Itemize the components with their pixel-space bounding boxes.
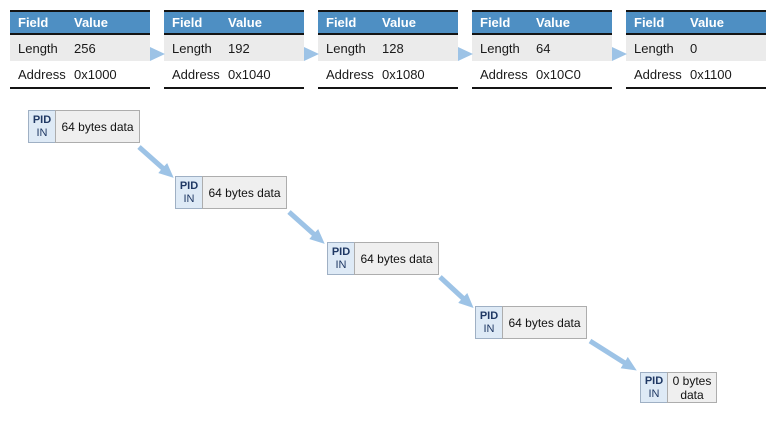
table-row-length: Length 128 — [318, 35, 458, 61]
usb-packet-4: PID IN 64 bytes data — [475, 306, 587, 339]
usb-packet-5: PID IN 0 bytes data — [640, 372, 717, 403]
payload-cell: 64 bytes data — [55, 110, 140, 143]
pid-label: PID — [331, 245, 351, 258]
table-row-length: Length 256 — [10, 35, 150, 61]
table-row-length: Length 64 — [472, 35, 612, 61]
descriptor-table-5: Field Value Length 0 Address 0x1100 — [626, 10, 766, 89]
row-label: Address — [172, 66, 220, 82]
field-column-header: Field — [326, 15, 357, 30]
token-label: IN — [183, 192, 195, 205]
payload-cell: 64 bytes data — [354, 242, 439, 275]
descriptor-table-1: Field Value Length 256 Address 0x1000 — [10, 10, 150, 89]
arrow-down-right-icon — [438, 275, 474, 309]
pid-label: PID — [32, 113, 52, 126]
pid-label: PID — [644, 374, 664, 387]
arrow-right-icon — [150, 47, 165, 61]
payload-cell: 64 bytes data — [202, 176, 287, 209]
token-label: IN — [648, 387, 660, 400]
arrow-right-icon — [612, 47, 627, 61]
value-column-header: Value — [228, 15, 262, 30]
table-header-row: Field Value — [318, 12, 458, 35]
token-label: IN — [36, 126, 48, 139]
table-header-row: Field Value — [472, 12, 612, 35]
usb-packet-3: PID IN 64 bytes data — [327, 242, 439, 275]
descriptor-table-2: Field Value Length 192 Address 0x1040 — [164, 10, 304, 89]
pid-cell: PID IN — [175, 176, 203, 209]
row-value: 0x1040 — [228, 66, 271, 82]
token-label: IN — [483, 322, 495, 335]
value-column-header: Value — [74, 15, 108, 30]
table-row-address: Address 0x1000 — [10, 61, 150, 89]
arrow-right-icon — [304, 47, 319, 61]
field-column-header: Field — [18, 15, 49, 30]
pid-cell: PID IN — [28, 110, 56, 143]
pid-label: PID — [479, 309, 499, 322]
arrow-down-right-icon — [588, 338, 637, 371]
value-column-header: Value — [382, 15, 416, 30]
row-value: 128 — [382, 40, 404, 56]
row-value: 0x1100 — [690, 66, 732, 82]
row-label: Address — [18, 66, 66, 82]
usb-packet-1: PID IN 64 bytes data — [28, 110, 140, 143]
table-row-address: Address 0x1080 — [318, 61, 458, 89]
row-value: 192 — [228, 40, 250, 56]
table-header-row: Field Value — [626, 12, 766, 35]
pid-label: PID — [179, 179, 199, 192]
descriptor-table-4: Field Value Length 64 Address 0x10C0 — [472, 10, 612, 89]
table-row-address: Address 0x10C0 — [472, 61, 612, 89]
payload-cell: 0 bytes data — [667, 372, 717, 403]
usb-packet-2: PID IN 64 bytes data — [175, 176, 287, 209]
row-label: Length — [480, 40, 520, 56]
field-column-header: Field — [634, 15, 665, 30]
payload-cell: 64 bytes data — [502, 306, 587, 339]
token-label: IN — [335, 258, 347, 271]
descriptor-table-3: Field Value Length 128 Address 0x1080 — [318, 10, 458, 89]
row-value: 0x1000 — [74, 66, 117, 82]
table-header-row: Field Value — [164, 12, 304, 35]
row-value: 0 — [690, 40, 698, 56]
table-row-length: Length 0 — [626, 35, 766, 61]
pid-cell: PID IN — [475, 306, 503, 339]
table-row-address: Address 0x1100 — [626, 61, 766, 89]
table-row-address: Address 0x1040 — [164, 61, 304, 89]
value-column-header: Value — [536, 15, 570, 30]
row-label: Length — [172, 40, 212, 56]
row-value: 0x10C0 — [536, 66, 581, 82]
row-value: 256 — [74, 40, 96, 56]
arrow-down-right-icon — [287, 210, 325, 244]
field-column-header: Field — [172, 15, 203, 30]
arrow-down-right-icon — [137, 145, 174, 178]
value-column-header: Value — [690, 15, 724, 30]
row-value: 0x1080 — [382, 66, 425, 82]
pid-cell: PID IN — [327, 242, 355, 275]
row-label: Length — [18, 40, 58, 56]
row-value: 64 — [536, 40, 551, 56]
pid-cell: PID IN — [640, 372, 668, 403]
table-row-length: Length 192 — [164, 35, 304, 61]
row-label: Address — [326, 66, 374, 82]
row-label: Address — [480, 66, 528, 82]
row-label: Address — [634, 66, 682, 82]
arrow-right-icon — [458, 47, 473, 61]
field-column-header: Field — [480, 15, 511, 30]
row-label: Length — [326, 40, 366, 56]
table-header-row: Field Value — [10, 12, 150, 35]
row-label: Length — [634, 40, 674, 56]
